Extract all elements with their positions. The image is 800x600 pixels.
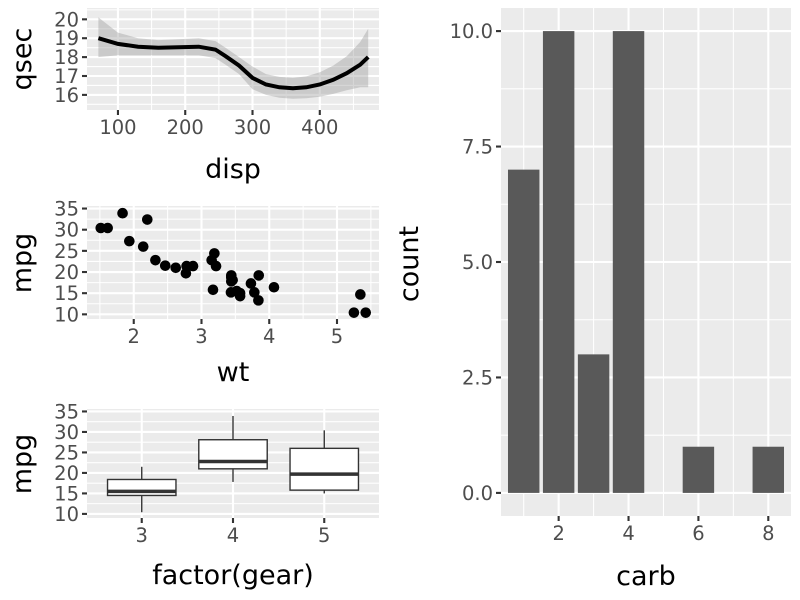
boxplot-x-axis-title: factor(gear) (152, 560, 314, 591)
scatter-point (225, 287, 237, 298)
boxplot-boxes (106, 415, 360, 513)
boxplot-x-tick-label: 4 (227, 524, 239, 547)
smooth-x-axis-title: disp (205, 154, 261, 185)
boxplot-y-tick-label: 15 (54, 482, 79, 505)
scatter-point (268, 281, 280, 293)
bar-x-tick-label: 8 (762, 522, 774, 545)
bar-x-axis-title: carb (616, 561, 676, 592)
scatter-x-tick-label: 2 (128, 325, 140, 348)
scatter-point (207, 284, 219, 296)
smooth-y-tick-label: 16 (54, 84, 79, 107)
scatter-point (141, 214, 153, 225)
scatter-point (137, 241, 149, 252)
scatter-x-tick-label: 4 (263, 325, 275, 348)
boxplot-box-gear-4 (198, 415, 268, 482)
bar-y-tick-label: 0.0 (462, 482, 493, 505)
bar-x-tick-label: 6 (692, 522, 704, 545)
bar-y-tick-label: 10.0 (450, 20, 493, 43)
bar-carb-1 (507, 169, 540, 493)
scatter-point (206, 254, 217, 266)
boxplot-box-gear-5 (289, 430, 360, 494)
scatter-point (355, 289, 366, 300)
scatter-point (170, 262, 182, 274)
scatter-point (150, 254, 161, 266)
boxplot-y-tick-label: 10 (54, 503, 79, 526)
smooth-line (97, 36, 370, 91)
smooth-gridlines (87, 8, 379, 110)
scatter-point (234, 287, 246, 299)
scatter-point (124, 235, 135, 247)
scatter-point (348, 307, 360, 318)
scatter-y-tick-label: 25 (54, 240, 79, 263)
boxplot-x-tick-label: 3 (136, 524, 148, 547)
bar-carb-4 (612, 31, 645, 493)
smooth-confidence-band (98, 17, 369, 99)
bar-y-axis-title: count (394, 226, 425, 302)
scatter-x-tick-label: 3 (195, 325, 207, 348)
scatter-y-tick-label: 20 (54, 261, 79, 284)
scatter-y-tick-label: 35 (54, 198, 79, 221)
scatter-point (181, 260, 192, 272)
boxplot-iqr-box (289, 447, 360, 491)
bar-x-tick-label: 4 (622, 522, 634, 545)
scatter-point (249, 287, 260, 298)
boxplot-y-tick-label: 35 (54, 400, 79, 423)
smooth-y-axis-title: qsec (7, 28, 38, 91)
scatter-panel-background (87, 206, 379, 319)
bar-y-tick-label: 5.0 (462, 251, 493, 274)
boxplot-iqr-box (198, 439, 268, 470)
boxplot-y-tick-label: 25 (54, 441, 79, 464)
scatter-point (159, 260, 171, 271)
scatter-point (253, 295, 264, 306)
scatter-points (95, 207, 372, 318)
bar-y-tick-label: 7.5 (462, 136, 493, 159)
scatter-y-tick-label: 30 (54, 219, 79, 242)
bar-bars (507, 31, 785, 493)
boxplot-y-tick-label: 20 (54, 462, 79, 485)
scatter-y-tick-label: 10 (54, 303, 79, 326)
bar-carb-8 (752, 446, 785, 493)
smooth-x-tick-label: 200 (167, 116, 204, 139)
scatter-y-tick-label: 15 (54, 282, 79, 305)
scatter-x-axis-title: wt (217, 357, 250, 388)
bar-carb-3 (577, 354, 610, 493)
bar-carb-2 (542, 31, 575, 493)
bar-x-tick-label: 2 (552, 522, 564, 545)
smooth-y-tick-label: 18 (54, 46, 79, 69)
bar-carb-6 (682, 446, 715, 493)
scatter-point (245, 278, 257, 289)
smooth-y-tick-label: 19 (54, 27, 79, 50)
smooth-y-tick-label: 17 (54, 65, 79, 88)
boxplot-box-gear-3 (106, 466, 177, 513)
scatter-y-axis-title: mpg (7, 233, 38, 294)
boxplot-y-tick-label: 30 (54, 421, 79, 444)
scatter-point (117, 207, 128, 219)
smooth-x-tick-label: 100 (99, 116, 136, 139)
scatter-point (95, 222, 107, 234)
bar-chart: 0.0 2.5 5.0 7.5 10.0 2 4 6 8 carb count (394, 8, 791, 592)
smooth-x-tick-label: 300 (234, 116, 271, 139)
scatter-point (226, 276, 237, 287)
boxplot-x-tick-label: 5 (318, 524, 330, 547)
bar-axis-ticks: 0.0 2.5 5.0 7.5 10.0 2 4 6 8 (450, 20, 775, 545)
scatter-x-tick-label: 5 (331, 325, 343, 348)
bar-y-tick-label: 2.5 (462, 366, 493, 389)
smooth-x-tick-label: 400 (301, 116, 338, 139)
scatter-point (360, 307, 372, 318)
scatter-point (253, 270, 265, 281)
boxplot-y-axis-title: mpg (7, 434, 38, 495)
smooth-y-tick-label: 20 (54, 8, 79, 31)
